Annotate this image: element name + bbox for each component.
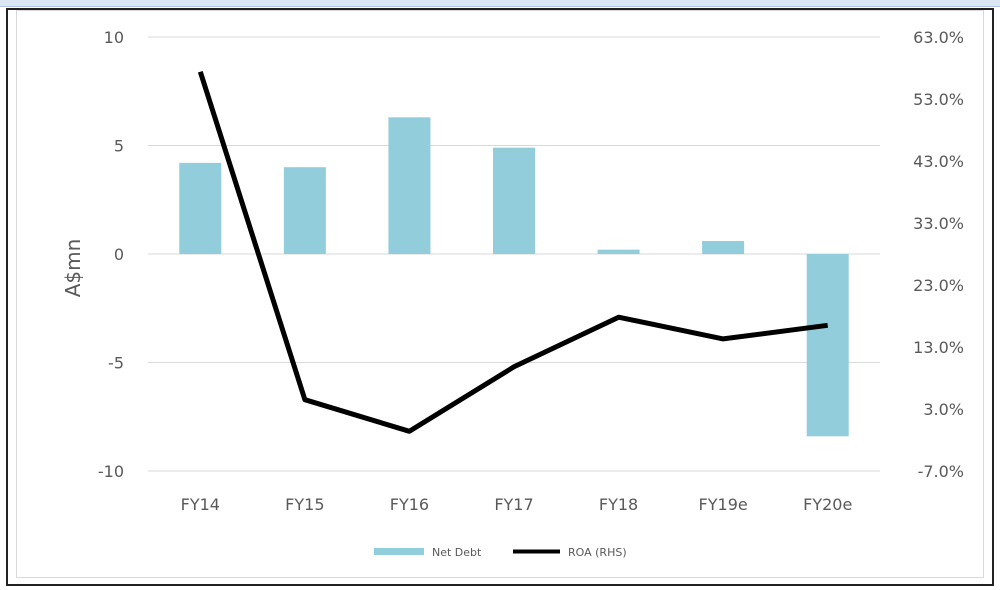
legend-swatch-net-debt (374, 548, 424, 555)
left-axis-tick-labels: 10 5 0 -5 -10 (98, 28, 124, 481)
legend: Net Debt ROA (RHS) (374, 546, 627, 559)
y-tick-label: 0 (114, 245, 124, 264)
x-tick-label: FY19e (699, 495, 748, 514)
y-axis-label: A$mn (61, 239, 85, 298)
bar-fy18 (597, 249, 640, 254)
bars (179, 117, 849, 437)
y2-tick-label: 23.0% (913, 276, 964, 295)
y-tick-label: -10 (98, 462, 124, 481)
x-tick-label: FY16 (390, 495, 429, 514)
y-tick-label: 10 (104, 28, 124, 47)
y2-tick-label: 13.0% (913, 338, 964, 357)
chart-area-border (16, 10, 984, 578)
y2-tick-label: 63.0% (913, 28, 964, 47)
bar-fy15 (283, 167, 326, 254)
right-axis-tick-labels: 63.0% 53.0% 43.0% 33.0% 23.0% 13.0% 3.0% -7.0% (913, 28, 964, 481)
y-tick-label: 5 (114, 137, 124, 156)
x-tick-label: FY15 (285, 495, 324, 514)
y-tick-label: -5 (108, 354, 124, 373)
bar-fy20e (806, 254, 849, 437)
window-top-bar (0, 0, 1000, 7)
legend-label-roa: ROA (RHS) (568, 546, 627, 559)
bar-fy19e (702, 240, 745, 254)
x-tick-label: FY20e (803, 495, 852, 514)
x-tick-label: FY17 (494, 495, 533, 514)
y2-tick-label: 53.0% (913, 90, 964, 109)
y2-tick-label: -7.0% (918, 462, 964, 481)
x-axis-tick-labels: FY14 FY15 FY16 FY17 FY18 FY19e FY20e (181, 495, 853, 514)
y2-tick-label: 3.0% (923, 400, 964, 419)
roa-line (197, 70, 829, 434)
bar-fy17 (493, 147, 535, 254)
y2-tick-label: 33.0% (913, 214, 964, 233)
legend-label-net-debt: Net Debt (432, 546, 482, 559)
bar-fy14 (179, 162, 222, 254)
bar-fy16 (388, 117, 431, 254)
y2-tick-label: 43.0% (913, 152, 964, 171)
x-tick-label: FY14 (181, 495, 220, 514)
x-tick-label: FY18 (599, 495, 638, 514)
